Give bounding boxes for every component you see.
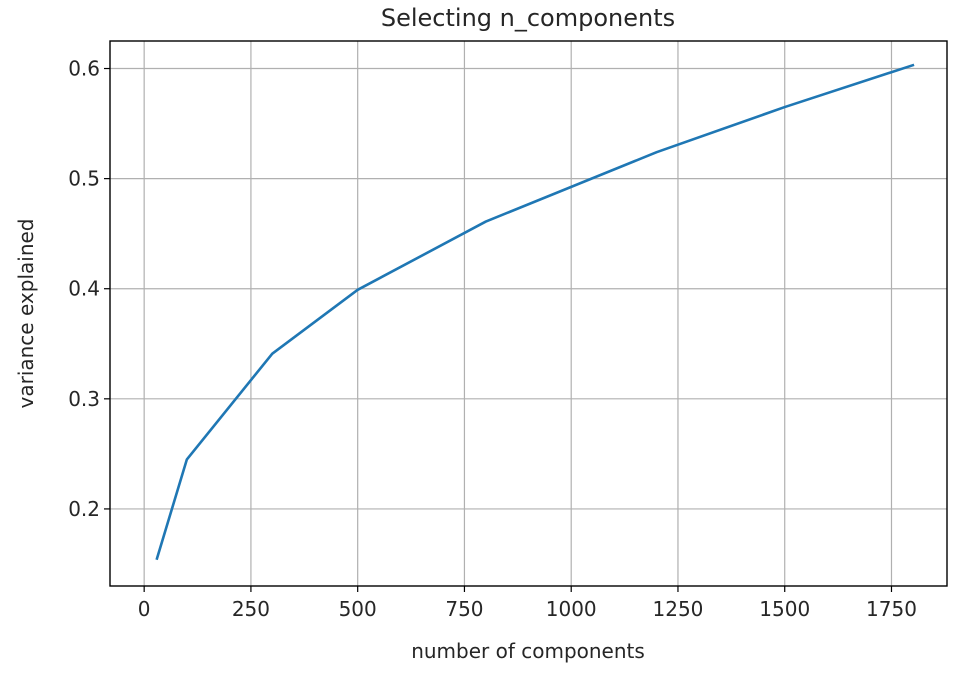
x-tick-label: 500	[339, 597, 377, 621]
y-tick-label: 0.5	[68, 167, 100, 191]
y-tick-label: 0.4	[68, 277, 100, 301]
y-axis-label: variance explained	[14, 219, 38, 409]
series-line	[155, 63, 915, 561]
x-tick-label: 1000	[546, 597, 597, 621]
x-tick-label: 0	[138, 597, 151, 621]
series-layer	[155, 63, 915, 561]
x-axis-label: number of components	[411, 639, 645, 663]
x-tick-label: 1250	[653, 597, 704, 621]
plot-frame	[109, 40, 948, 587]
x-tick-label: 1500	[759, 597, 810, 621]
x-tick-label: 1750	[866, 597, 917, 621]
y-axis-ticks: 0.2 0.3 0.4 0.5 0.6	[68, 57, 110, 521]
x-axis-ticks: 0 250 500 750 1000 1250 1500 1750	[138, 586, 917, 621]
grid	[110, 41, 947, 586]
y-tick-label: 0.6	[68, 57, 100, 81]
y-tick-label: 0.3	[68, 387, 100, 411]
y-tick-label: 0.2	[68, 497, 100, 521]
chart-title: Selecting n_components	[381, 4, 675, 32]
x-tick-label: 250	[232, 597, 270, 621]
x-tick-label: 750	[445, 597, 483, 621]
